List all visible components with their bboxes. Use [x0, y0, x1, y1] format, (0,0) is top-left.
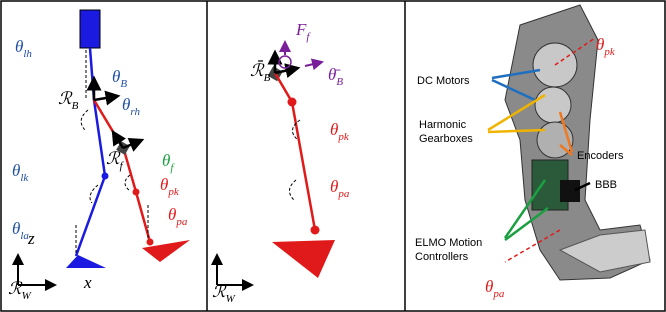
math-label: θ̄B — [328, 65, 343, 88]
math-label: θB — [112, 67, 127, 90]
math-label: θpk — [330, 120, 350, 143]
label-base: θ — [12, 161, 20, 180]
callout-text: Controllers — [415, 251, 469, 263]
math-label: ℛW — [8, 279, 32, 302]
math-label: x — [83, 273, 92, 292]
label-base: θ — [168, 205, 176, 224]
callout-text: ELMO Motion — [415, 237, 482, 249]
label-base: θ — [330, 177, 338, 196]
label-base: θ — [160, 175, 168, 194]
label-subscript: pk — [603, 46, 616, 58]
label-base: θ — [162, 151, 170, 170]
label-subscript: f — [170, 162, 175, 174]
label-subscript: B — [264, 72, 271, 84]
callout-text: Gearboxes — [419, 133, 473, 145]
label-base: θ — [15, 37, 23, 56]
math-label: θpa — [485, 277, 505, 300]
label-subscript: pk — [337, 131, 350, 143]
label-subscript: rh — [130, 106, 140, 118]
label-subscript: B — [72, 100, 79, 112]
math-label: θlk — [12, 161, 29, 184]
math-label: ℛB — [58, 89, 79, 112]
math-label: z — [27, 229, 35, 248]
math-label: θlh — [15, 37, 32, 60]
math-label: θpk — [160, 175, 180, 198]
callout-text: Harmonic — [419, 119, 467, 131]
math-label: θpa — [168, 205, 188, 228]
label-subscript: lh — [23, 48, 32, 60]
label-base: θ — [112, 67, 120, 86]
reduced-drawing — [217, 42, 335, 285]
label-base: z — [27, 229, 35, 248]
label-subscript: W — [226, 293, 236, 305]
label-base: θ — [122, 95, 130, 114]
math-label: θla — [12, 219, 29, 242]
math-label: θpk — [596, 35, 616, 58]
callout-text: DC Motors — [417, 75, 470, 87]
model-drawing — [18, 10, 190, 285]
label-subscript: B — [336, 76, 343, 88]
label-base: θ — [12, 219, 20, 238]
label-subscript: pa — [175, 216, 188, 228]
math-label: θf — [162, 151, 175, 174]
label-base: θ — [596, 35, 604, 54]
label-subscript: W — [22, 290, 32, 302]
robot-photo — [488, 5, 650, 280]
label-subscript: pk — [167, 186, 180, 198]
label-base: x — [83, 273, 92, 292]
label-subscript: pa — [492, 288, 505, 300]
label-base: θ — [485, 277, 493, 296]
callout-text: Encoders — [577, 150, 624, 162]
label-subscript: pa — [337, 188, 350, 200]
label-subscript: f — [120, 160, 125, 172]
math-label: ℛ̄B — [250, 60, 271, 84]
label-subscript: B — [120, 78, 127, 90]
figure: θlhθBℛBθrhℛfθfθlkθpkθlaθpazxℛWFfℛ̄Bθ̄Bθp… — [0, 0, 666, 312]
label-base: θ — [330, 120, 338, 139]
label-subscript: f — [306, 31, 311, 43]
math-label: Ff — [295, 20, 311, 43]
label-subscript: lk — [20, 172, 29, 184]
math-label: θpa — [330, 177, 350, 200]
math-label: θrh — [122, 95, 140, 118]
label-base: F — [295, 20, 307, 39]
callout-text: BBB — [595, 179, 617, 191]
